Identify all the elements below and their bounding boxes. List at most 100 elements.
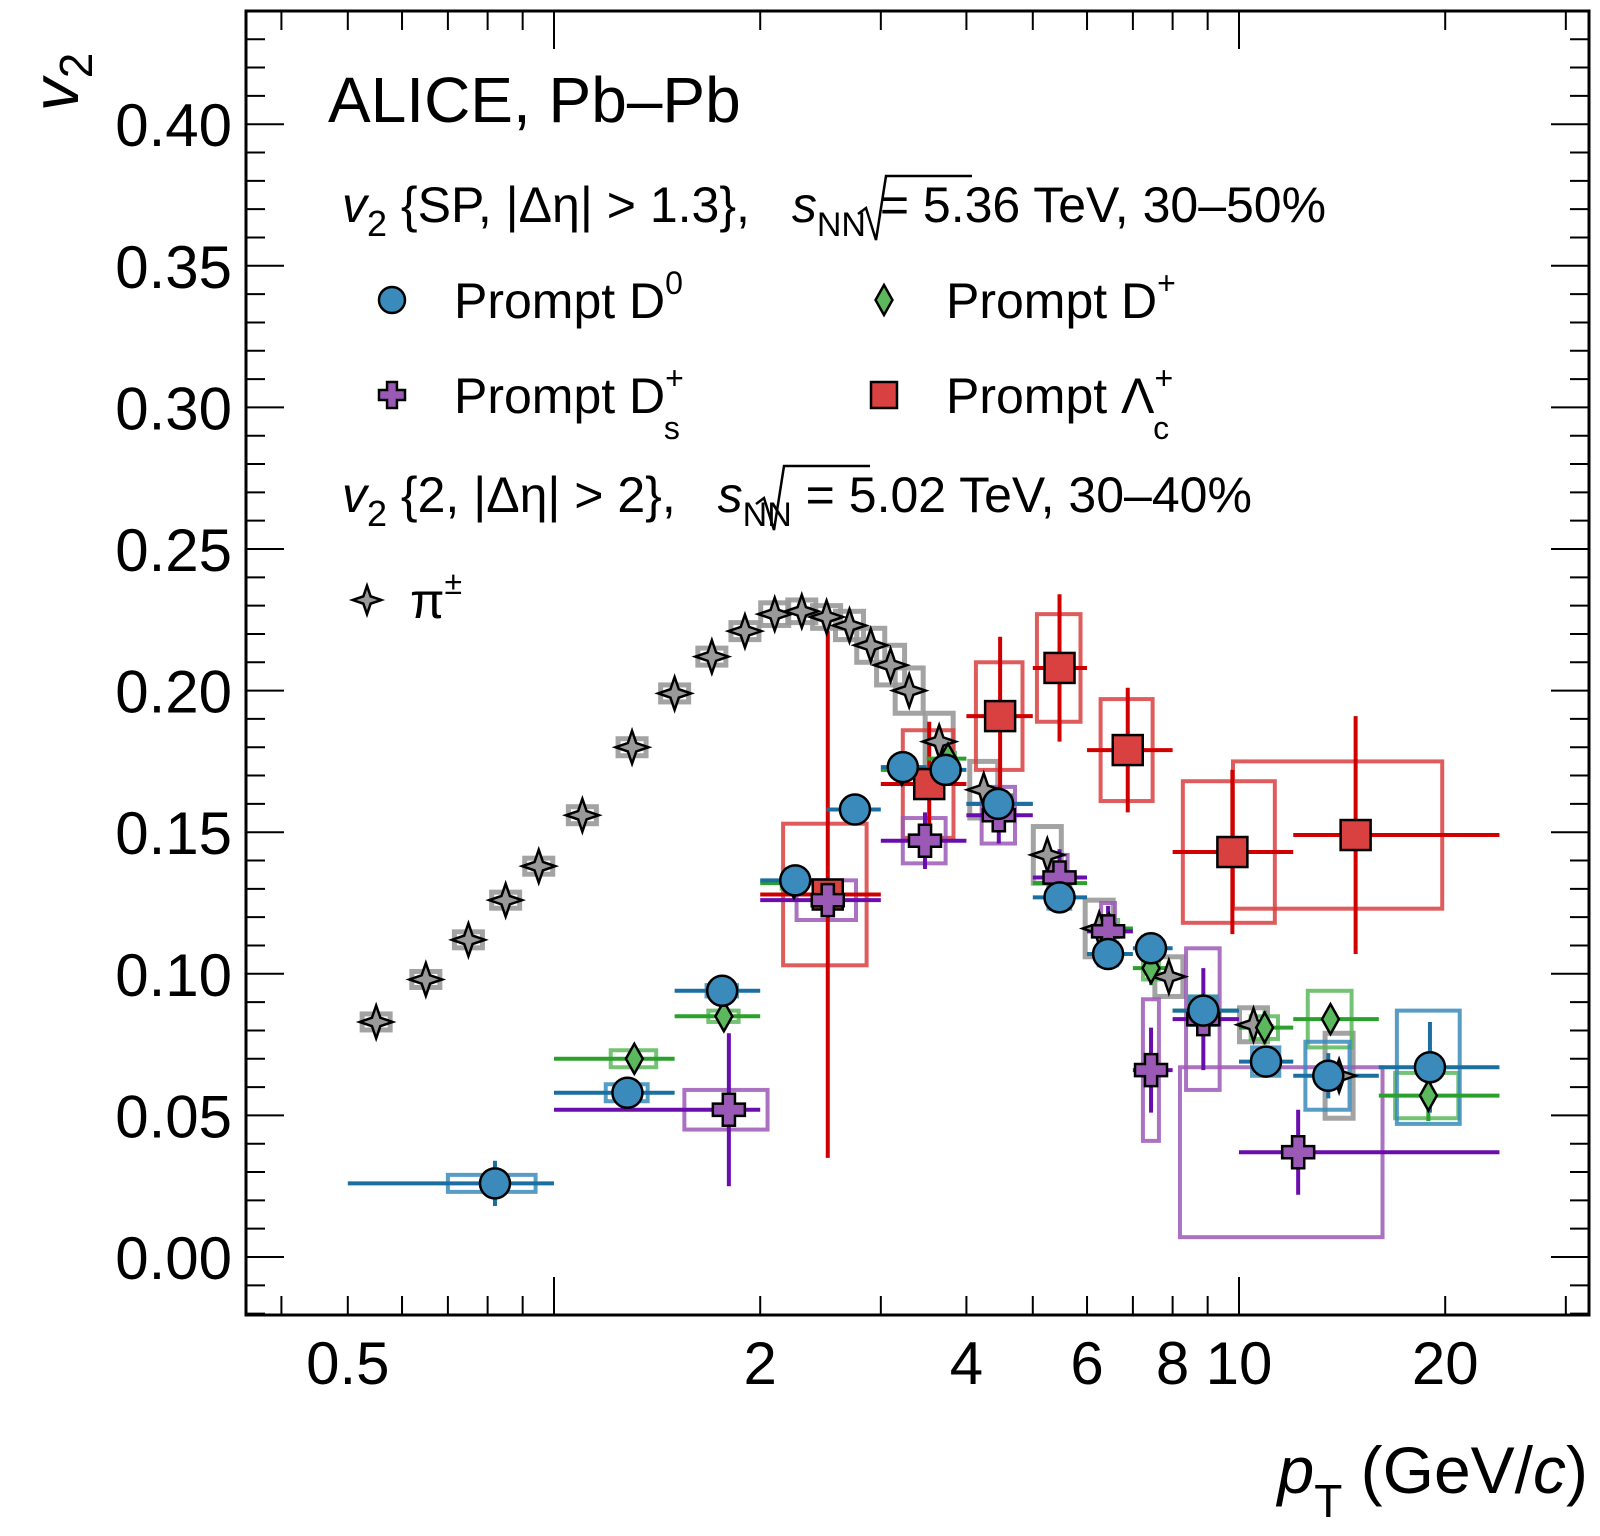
marker-star4 (691, 636, 733, 677)
marker-circle (1134, 932, 1168, 965)
legend-label: Prompt D+ (946, 265, 1176, 329)
x-tick-label: 10 (1206, 1330, 1273, 1397)
marker-square (1216, 835, 1249, 869)
y-axis-title: v2 (18, 53, 102, 112)
annotation-line1-s: s (792, 177, 817, 233)
x-tick-label: 2 (744, 1330, 777, 1397)
annotation-line2-s: s (718, 467, 743, 523)
marker-circle (478, 1167, 512, 1200)
chart-title: ALICE, Pb–Pb (328, 64, 741, 136)
marker-star4 (611, 726, 653, 768)
x-axis-title-main: p (1275, 1433, 1314, 1507)
legend-label-sup: + (665, 360, 684, 396)
tick-labels: 0.5 2 4 6 8 10 200.000.050.100.150.200.250.300… (115, 92, 1478, 1397)
y-tick-label: 0.20 (115, 659, 232, 726)
x-tick-label: 4 (950, 1330, 983, 1397)
y-axis-title-sub: 2 (50, 53, 102, 79)
x-tick-label: 0.5 (306, 1330, 389, 1397)
tick-marks (246, 11, 1589, 1315)
y-tick-label: 0.40 (115, 92, 232, 159)
x-axis-title-sub: T (1314, 1475, 1342, 1527)
marker-star4 (448, 919, 489, 961)
y-tick-label: 0.25 (115, 517, 232, 584)
legend-label: π± (410, 565, 462, 629)
legend-marker-star4 (348, 581, 386, 619)
x-axis-title-units: (GeV/ (1342, 1433, 1533, 1507)
marker-diamond (1418, 1078, 1439, 1114)
marker-cross (907, 823, 943, 858)
marker-circle (1091, 937, 1125, 971)
annotation-line1-nn: NN (817, 206, 866, 244)
legend-label-sub: s (664, 410, 680, 446)
marker-star4 (405, 959, 447, 1000)
annotation-line2-text: {2, |Δη| > 2}, (387, 467, 690, 523)
legend-label-main: Prompt Λ (946, 368, 1155, 424)
legend-label-main: Prompt D (454, 368, 665, 424)
marker-diamond (1320, 1001, 1341, 1037)
legend-label-sup: + (1154, 360, 1173, 396)
marker-circle (778, 864, 812, 897)
legend-label-main: π (410, 573, 445, 629)
annotation-line2-nn: NN (743, 496, 792, 534)
y-tick-label: 0.05 (115, 1083, 232, 1150)
legend-label: Prompt D+ s (454, 360, 684, 446)
marker-circle (1043, 881, 1076, 914)
annotation-line2-rest: = 5.02 TeV, 30–40% (792, 467, 1252, 523)
annotation-line1-sub: 2 (367, 203, 387, 244)
x-tick-label: 20 (1412, 1330, 1479, 1397)
x-tick-label: 6 (1070, 1330, 1103, 1397)
marker-star4 (518, 845, 560, 887)
y-tick-label: 0.35 (115, 234, 232, 301)
marker-star4 (724, 610, 766, 652)
marker-star4 (654, 673, 695, 714)
marker-circle (611, 1076, 644, 1109)
legend-label-sup: 0 (665, 265, 683, 301)
marker-star4 (850, 624, 892, 666)
data-markers (355, 590, 1447, 1200)
y-tick-label: 0.00 (115, 1225, 232, 1292)
legend-marker-circle (377, 285, 407, 315)
legend-label-main: Prompt D (946, 273, 1157, 329)
marker-circle (1187, 994, 1220, 1027)
annotation-line2: v2 {2, |Δη| > 2}, sNN = 5.02 TeV, 30–40% (342, 467, 1252, 534)
marker-star4 (888, 670, 930, 711)
y-axis-title-main: v (18, 74, 92, 111)
annotation-line1-v: v (342, 177, 370, 233)
marker-star4 (806, 596, 847, 638)
marker-circle (929, 753, 962, 787)
marker-cross (810, 882, 846, 918)
marker-cross (1280, 1134, 1316, 1170)
legend-label-sub: c (1153, 410, 1169, 446)
annotation-line1-text: {SP, |Δη| > 1.3}, (387, 177, 764, 233)
marker-circle (1249, 1045, 1283, 1078)
marker-star4 (1148, 956, 1190, 998)
marker-square (1111, 733, 1144, 767)
x-axis-title-c: c (1533, 1433, 1566, 1507)
legend-label-main: Prompt D (454, 273, 665, 329)
annotation-line1: v2 {SP, |Δη| > 1.3}, sNN = 5.36 TeV, 30–… (342, 177, 1326, 244)
annotation-line2-v: v (342, 467, 370, 523)
marker-star4 (561, 794, 603, 836)
marker-diamond (624, 1041, 645, 1077)
x-tick-label: 8 (1156, 1330, 1189, 1397)
legend-marker-square (869, 380, 899, 410)
legend-marker-diamond (874, 282, 894, 318)
marker-circle (1413, 1051, 1447, 1084)
y-tick-label: 0.15 (115, 800, 232, 867)
legend-label-sup: ± (445, 565, 463, 601)
marker-star4 (485, 879, 527, 921)
annotation-line1-rest: = 5.36 TeV, 30–50% (866, 177, 1326, 233)
sqrt-sign-1 (857, 174, 972, 241)
marker-star4 (781, 590, 823, 632)
y-tick-label: 0.30 (115, 375, 232, 442)
marker-diamond (1254, 1010, 1275, 1046)
sqrt-sign-2 (755, 464, 870, 531)
marker-circle (981, 787, 1015, 821)
legend-label: Prompt Λ+ c (946, 360, 1173, 446)
legend-label: Prompt D0 (454, 265, 683, 329)
marker-circle (838, 793, 872, 826)
marker-cross (711, 1092, 747, 1127)
marker-cross (1133, 1052, 1169, 1088)
marker-star4 (355, 1001, 397, 1043)
